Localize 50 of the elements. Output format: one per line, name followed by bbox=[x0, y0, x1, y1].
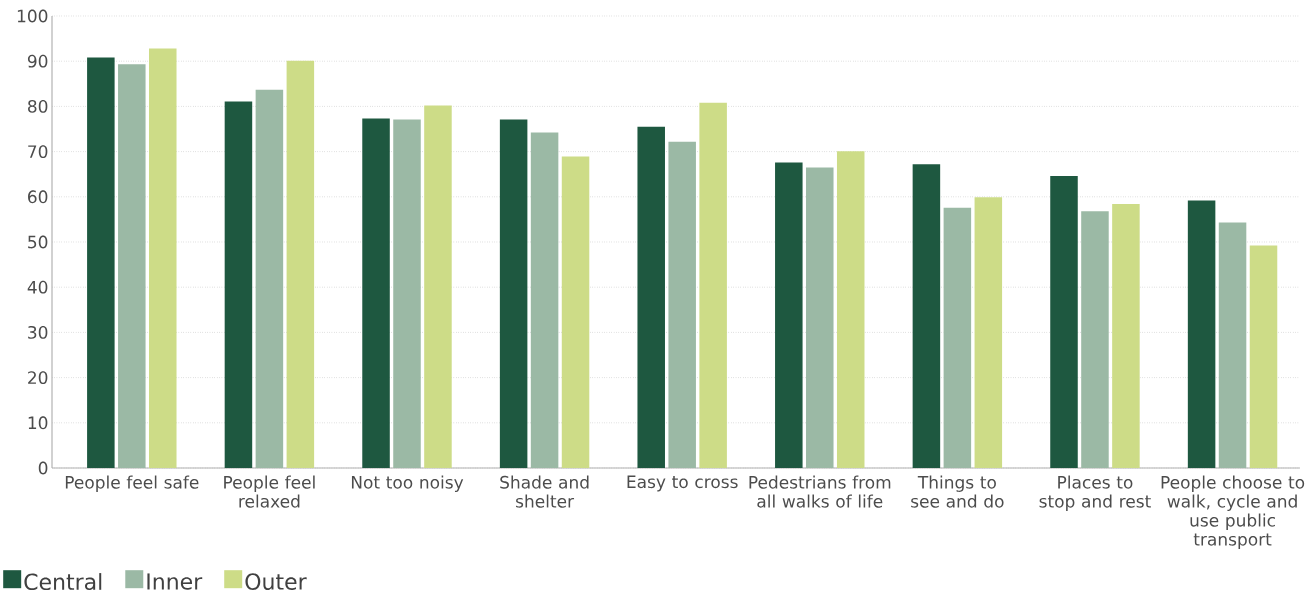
bar bbox=[1112, 204, 1140, 468]
x-tick-label: People feel relaxed bbox=[224, 475, 315, 508]
legend-label: Inner bbox=[147, 573, 203, 590]
bar bbox=[561, 156, 590, 468]
bar bbox=[699, 102, 727, 468]
legend-label: Central bbox=[24, 573, 102, 591]
y-tick-label: 80 bbox=[28, 99, 48, 113]
bar bbox=[943, 207, 972, 468]
bar bbox=[1218, 222, 1247, 468]
x-tick-label: Easy to cross bbox=[627, 475, 738, 492]
bar bbox=[255, 89, 284, 468]
bar bbox=[1187, 200, 1216, 468]
bar bbox=[424, 105, 452, 468]
bar bbox=[224, 101, 253, 468]
bar bbox=[974, 197, 1003, 468]
bar bbox=[393, 119, 421, 468]
x-tick-label: Shade and shelter bbox=[500, 475, 589, 508]
x-tick-label: Not too noisy bbox=[351, 475, 464, 492]
y-tick-label: 70 bbox=[28, 145, 48, 159]
bar bbox=[912, 164, 941, 468]
y-tick-label: 20 bbox=[28, 371, 48, 385]
x-tick-label: Pedestrians from all walks of life bbox=[749, 475, 891, 508]
y-tick-label: 50 bbox=[28, 235, 48, 249]
bar bbox=[530, 132, 559, 468]
legend-label: Outer bbox=[245, 573, 307, 590]
bar bbox=[1249, 245, 1278, 468]
bar bbox=[637, 126, 665, 468]
bar bbox=[775, 162, 803, 468]
x-tick-label: Places to stop and rest bbox=[1039, 475, 1151, 511]
y-tick-label: 90 bbox=[27, 54, 48, 68]
y-tick-label: 60 bbox=[28, 190, 48, 204]
bar bbox=[668, 141, 696, 468]
x-tick-label: People choose to walk, cycle and use public transport bbox=[1161, 475, 1305, 549]
y-tick-label: 10 bbox=[28, 416, 48, 430]
bar bbox=[362, 118, 390, 468]
y-tick-label: 0 bbox=[38, 461, 48, 475]
bar bbox=[836, 151, 865, 468]
bar bbox=[1050, 176, 1078, 468]
bar bbox=[1081, 211, 1109, 468]
bar bbox=[118, 64, 146, 468]
y-tick-label: 100 bbox=[17, 9, 48, 23]
x-tick-label: Things to see and do bbox=[911, 475, 1004, 508]
y-tick-label: 30 bbox=[28, 325, 48, 339]
y-tick-label: 40 bbox=[27, 280, 48, 294]
bar bbox=[149, 48, 177, 468]
bar bbox=[806, 167, 834, 468]
bar bbox=[286, 60, 315, 468]
bar bbox=[87, 57, 115, 468]
bar bbox=[499, 119, 528, 468]
x-tick-label: People feel safe bbox=[65, 475, 199, 492]
